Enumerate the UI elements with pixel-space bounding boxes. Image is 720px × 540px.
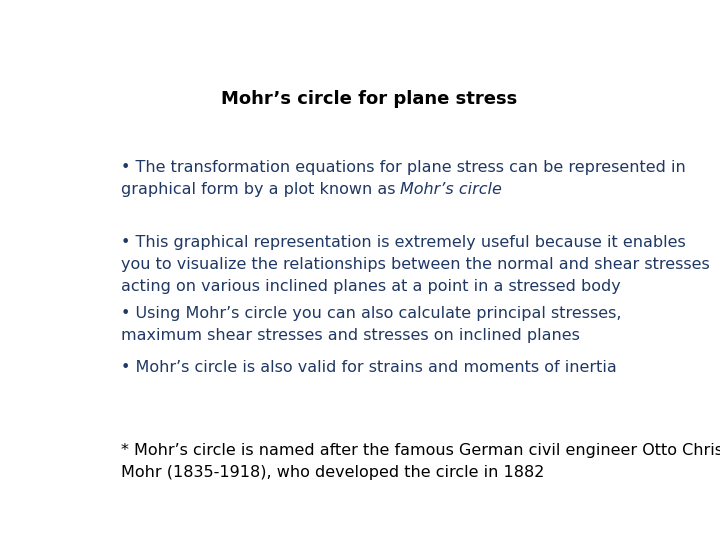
Text: graphical form by a plot known as: graphical form by a plot known as xyxy=(121,182,400,197)
Text: Mohr (1835-1918), who developed the circle in 1882: Mohr (1835-1918), who developed the circ… xyxy=(121,465,544,480)
Text: acting on various inclined planes at a point in a stressed body: acting on various inclined planes at a p… xyxy=(121,279,621,294)
Text: maximum shear stresses and stresses on inclined planes: maximum shear stresses and stresses on i… xyxy=(121,328,580,342)
Text: * Mohr’s circle is named after the famous German civil engineer Otto Christian: * Mohr’s circle is named after the famou… xyxy=(121,443,720,458)
Text: • Using Mohr’s circle you can also calculate principal stresses,: • Using Mohr’s circle you can also calcu… xyxy=(121,306,621,321)
Text: you to visualize the relationships between the normal and shear stresses: you to visualize the relationships betwe… xyxy=(121,257,709,272)
Text: Mohr’s circle: Mohr’s circle xyxy=(400,182,502,197)
Text: Mohr’s circle for plane stress: Mohr’s circle for plane stress xyxy=(221,90,517,108)
Text: • This graphical representation is extremely useful because it enables: • This graphical representation is extre… xyxy=(121,235,685,250)
Text: • The transformation equations for plane stress can be represented in: • The transformation equations for plane… xyxy=(121,160,685,176)
Text: • Mohr’s circle is also valid for strains and moments of inertia: • Mohr’s circle is also valid for strain… xyxy=(121,360,616,375)
